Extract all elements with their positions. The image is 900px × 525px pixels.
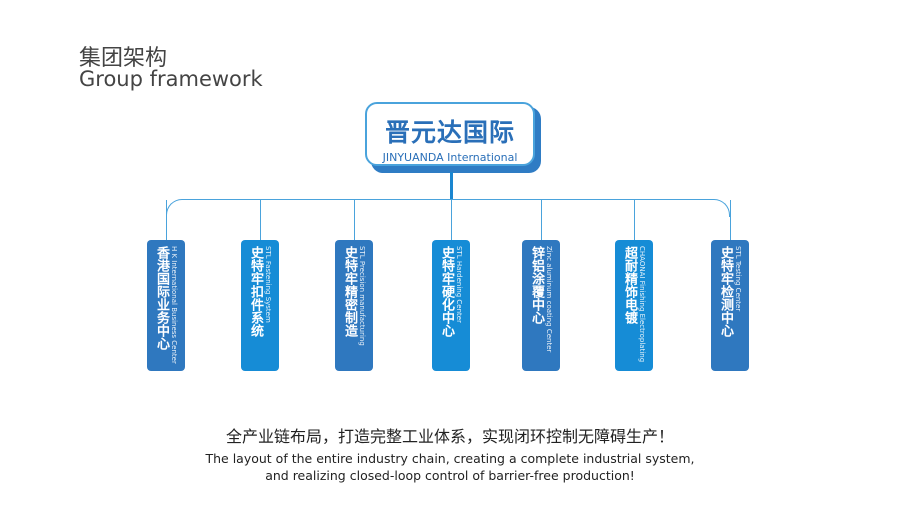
footer-slogan-en: The layout of the entire industry chain,… bbox=[0, 450, 900, 484]
root-name-cn: 晋元达国际 bbox=[384, 118, 515, 147]
node-connector bbox=[634, 200, 635, 240]
org-node: CHAONAI Finishing Electroplating 超耐精饰电镀 bbox=[615, 240, 653, 371]
node-connector bbox=[541, 200, 542, 240]
footer-en-line1: The layout of the entire industry chain,… bbox=[205, 451, 695, 466]
node-name-cn: 史特牢检测中心 bbox=[718, 246, 733, 337]
trunk-connector bbox=[450, 172, 453, 200]
org-node: Zinc aluminum coating Center 锌铝涂覆中心 bbox=[522, 240, 560, 371]
org-node: STL Fastening System 史特牢扣件系统 bbox=[241, 240, 279, 371]
node-connector bbox=[451, 200, 452, 240]
root-node: 晋元达国际 JINYUANDA International bbox=[365, 102, 535, 166]
node-name-cn: 史特牢精密制造 bbox=[342, 246, 357, 337]
node-name-en: H K International Business Center bbox=[170, 246, 178, 364]
node-name-en: STL Precision manufacturing bbox=[358, 246, 366, 346]
branch-connector bbox=[166, 199, 730, 217]
node-name-en: CHAONAI Finishing Electroplating bbox=[638, 246, 646, 363]
org-node: STL Hardening Center 史特牢硬化中心 bbox=[432, 240, 470, 371]
node-name-en: STL Fastening System bbox=[264, 246, 272, 323]
node-connector bbox=[166, 200, 167, 240]
node-connector bbox=[260, 200, 261, 240]
page-title-cn: 集团架构 bbox=[79, 46, 168, 71]
node-name-cn: 香港国际业务中心 bbox=[154, 246, 169, 350]
root-name-en: JINYUANDA International bbox=[382, 151, 518, 164]
org-node: STL Testing Center 史特牢检测中心 bbox=[711, 240, 749, 371]
org-node: H K International Business Center 香港国际业务中… bbox=[147, 240, 185, 371]
node-connector bbox=[354, 200, 355, 240]
node-name-cn: 锌铝涂覆中心 bbox=[529, 246, 544, 324]
node-name-en: Zinc aluminum coating Center bbox=[545, 246, 553, 353]
node-name-en: STL Testing Center bbox=[734, 246, 742, 312]
org-node: STL Precision manufacturing 史特牢精密制造 bbox=[335, 240, 373, 371]
node-name-en: STL Hardening Center bbox=[455, 246, 463, 323]
footer-slogan-cn: 全产业链布局，打造完整工业体系，实现闭环控制无障碍生产！ bbox=[225, 427, 674, 446]
footer-en-line2: and realizing closed-loop control of bar… bbox=[265, 468, 635, 483]
node-connector bbox=[730, 200, 731, 240]
page-title-en: Group framework bbox=[79, 67, 263, 91]
node-name-cn: 超耐精饰电镀 bbox=[622, 246, 637, 324]
node-name-cn: 史特牢硬化中心 bbox=[439, 246, 454, 337]
node-name-cn: 史特牢扣件系统 bbox=[248, 246, 263, 337]
